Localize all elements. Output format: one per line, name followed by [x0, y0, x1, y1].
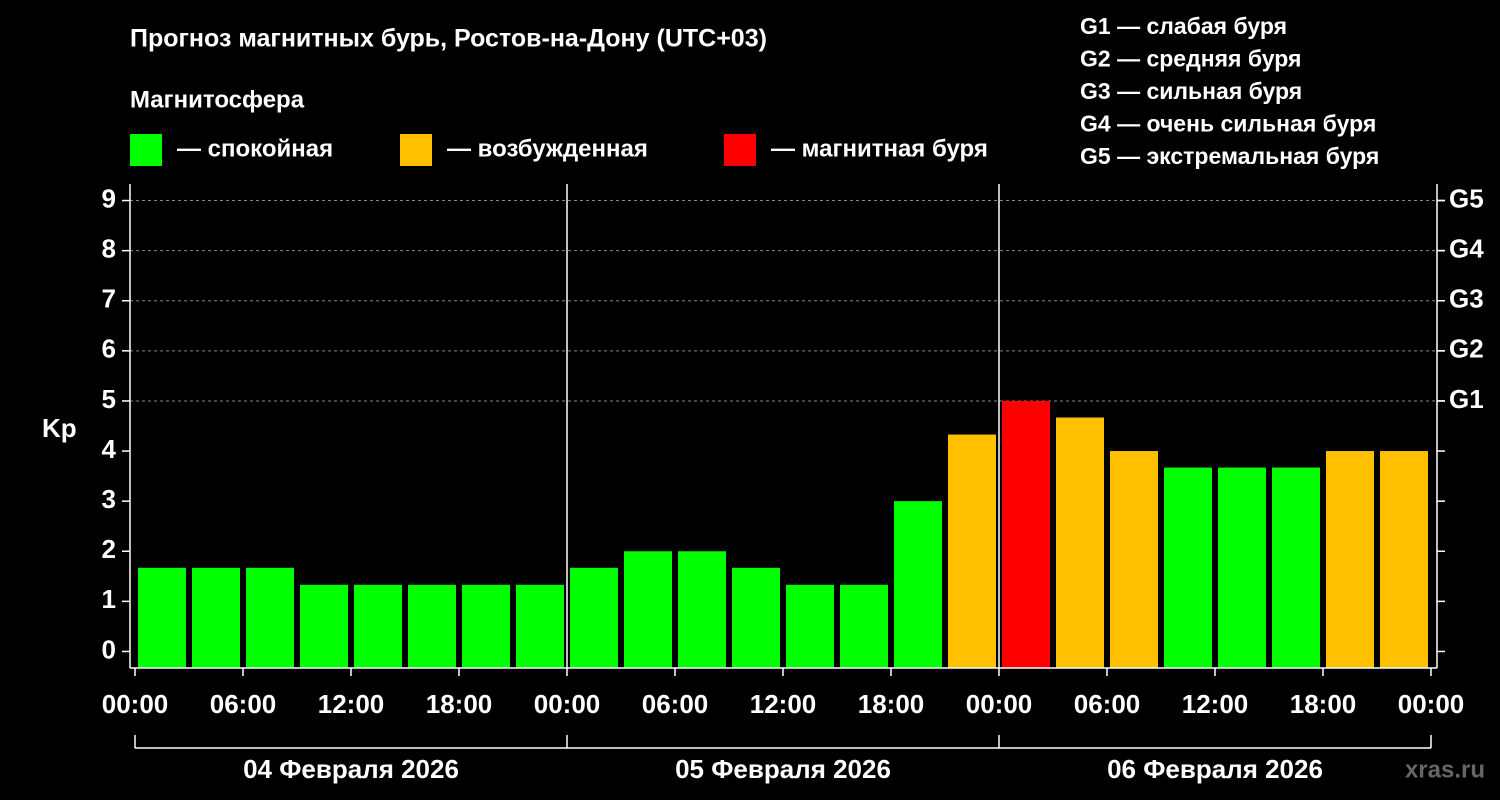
x-tick-label: 00:00: [534, 689, 601, 719]
legend-title: Магнитосфера: [130, 86, 305, 113]
legend-label: — спокойная: [177, 135, 333, 162]
x-tick-label: 00:00: [966, 689, 1033, 719]
legend-swatch: [400, 134, 432, 166]
y-tick-label: 4: [102, 434, 117, 464]
bar: [570, 567, 618, 668]
y2-tick-label: G1: [1449, 384, 1484, 414]
bar: [1164, 467, 1212, 668]
x-tick-label: 12:00: [318, 689, 385, 719]
bar: [894, 501, 942, 668]
bar: [1056, 417, 1104, 668]
y-tick-label: 5: [102, 384, 116, 414]
y2-tick-label: G2: [1449, 334, 1484, 364]
day-label: 05 Февраля 2026: [675, 754, 891, 784]
g-scale-item: G5 — экстремальная буря: [1080, 143, 1379, 169]
legend-label: — магнитная буря: [771, 135, 988, 162]
g-scale-item: G1 — слабая буря: [1080, 13, 1287, 39]
bar: [786, 584, 834, 668]
bar: [1380, 451, 1428, 668]
bar: [138, 567, 186, 668]
legend-label: — возбужденная: [447, 135, 648, 162]
bar: [1326, 451, 1374, 668]
bar: [678, 551, 726, 668]
bar: [948, 434, 996, 668]
x-tick-label: 18:00: [858, 689, 925, 719]
bar: [246, 567, 294, 668]
chart-title: Прогноз магнитных бурь, Ростов-на-Дону (…: [130, 25, 767, 53]
g-scale-item: G4 — очень сильная буря: [1080, 111, 1376, 137]
x-tick-label: 06:00: [1074, 689, 1141, 719]
y-axis-label: Kp: [42, 413, 77, 443]
watermark: xras.ru: [1405, 756, 1485, 783]
bar: [408, 584, 456, 668]
bar: [624, 551, 672, 668]
y2-tick-label: G5: [1449, 183, 1484, 213]
y-tick-label: 3: [102, 484, 116, 514]
y2-tick-label: G4: [1449, 234, 1484, 264]
day-label: 04 Февраля 2026: [243, 754, 459, 784]
y-tick-label: 9: [102, 183, 116, 213]
bar: [462, 584, 510, 668]
bar: [732, 567, 780, 668]
x-tick-label: 06:00: [210, 689, 277, 719]
x-tick-label: 12:00: [1182, 689, 1249, 719]
x-tick-label: 12:00: [750, 689, 817, 719]
day-label: 06 Февраля 2026: [1107, 754, 1323, 784]
bar: [516, 584, 564, 668]
x-tick-label: 06:00: [642, 689, 709, 719]
g-scale-item: G3 — сильная буря: [1080, 78, 1302, 104]
legend-swatch: [130, 134, 162, 166]
bar: [840, 584, 888, 668]
bar: [1002, 400, 1050, 668]
bar: [300, 584, 348, 668]
y-tick-label: 7: [102, 284, 116, 314]
x-tick-label: 00:00: [1398, 689, 1465, 719]
bar: [1110, 451, 1158, 668]
y-tick-label: 6: [102, 334, 116, 364]
bar: [1218, 467, 1266, 668]
legend-swatch: [724, 134, 756, 166]
bar: [1272, 467, 1320, 668]
y-tick-label: 2: [102, 534, 116, 564]
y-tick-label: 0: [102, 634, 116, 664]
x-tick-label: 18:00: [426, 689, 493, 719]
x-tick-label: 18:00: [1290, 689, 1357, 719]
x-tick-label: 00:00: [102, 689, 169, 719]
y-tick-label: 8: [102, 234, 116, 264]
bar: [354, 584, 402, 668]
y2-tick-label: G3: [1449, 284, 1484, 314]
g-scale-item: G2 — средняя буря: [1080, 46, 1301, 72]
bar: [192, 567, 240, 668]
y-tick-label: 1: [102, 584, 116, 614]
